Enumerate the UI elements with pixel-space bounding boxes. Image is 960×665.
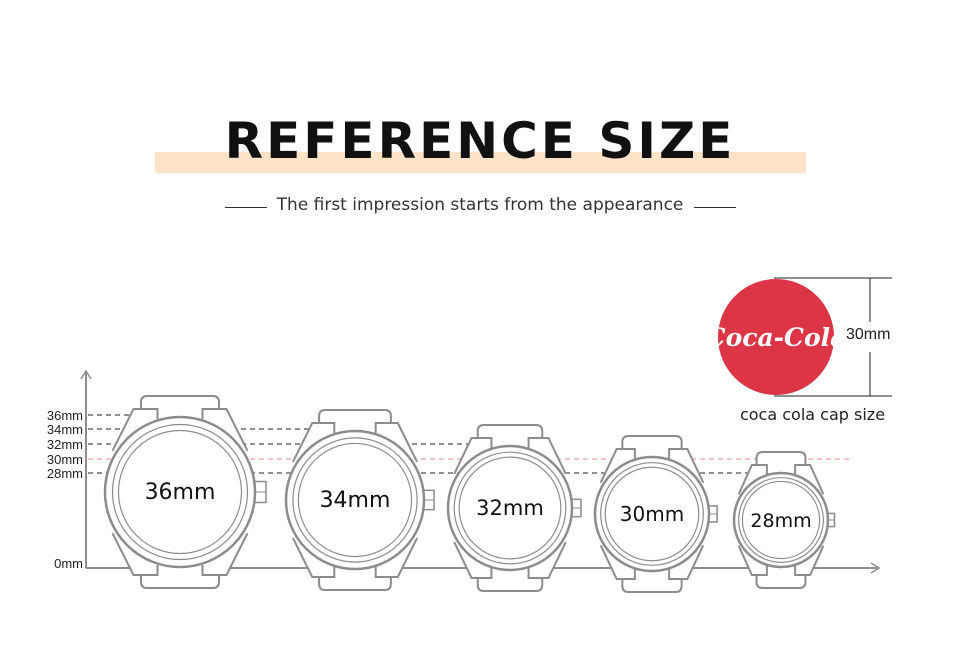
watch-lugs-top [453,437,567,475]
axis-tick-label: 34mm [47,422,83,437]
watch-dial [117,429,243,555]
watch-strap-top [140,395,220,422]
title-highlight-band [155,152,806,173]
axis-tick-label: 32mm [47,437,83,452]
x-axis-arrow-icon [870,562,881,574]
axis-tick-label: 0mm [54,556,83,571]
watch-lugs-bottom [599,544,705,580]
watch-30mm: 30mm [593,435,718,593]
watch-lugs-bottom [453,541,567,579]
cap-size-label: 30mm [846,326,891,343]
page-title: REFERENCE SIZE [224,112,736,170]
watch-size-label: 30mm [620,502,684,526]
watch-bezel [600,462,704,566]
coca-cola-logo: Coca-Cola [706,323,847,352]
watch-bezel [292,437,418,563]
watch-strap-bottom [621,566,683,593]
watch-dial [458,456,562,560]
watch-dial [297,442,413,558]
watch-lugs-bottom [111,532,249,576]
watch-lugs-top [292,422,418,463]
watch-strap-bottom [318,564,392,591]
coca-cola-cap [718,279,834,395]
watch-strap-top [318,409,392,436]
watch-strap-bottom [476,565,544,592]
axis-tick-label: 30mm [47,452,83,467]
watch-strap-top [476,424,544,451]
page-subtitle: The first impression starts from the app… [276,195,684,215]
watch-34mm: 34mm [284,409,435,591]
watch-case [446,444,574,572]
watch-strap-bottom [140,562,220,589]
watch-case [593,455,711,573]
axis-tick-label: 36mm [47,408,83,423]
watch-lugs-top [599,448,705,484]
watch-28mm: 28mm [732,451,836,589]
watch-size-label: 36mm [145,480,216,505]
watch-case [732,471,830,569]
watch-lugs-top [737,464,825,495]
axis-tick-label: 28mm [47,466,83,481]
watch-strap-top [755,451,807,478]
y-axis-arrow-icon [80,369,92,380]
watch-36mm: 36mm [103,395,267,589]
watch-bezel [738,477,824,563]
watch-strap-bottom [755,562,807,589]
watch-32mm: 32mm [446,424,582,592]
subtitle-divider-right [694,207,736,208]
watch-lugs-bottom [292,537,418,578]
watch-strap-top [621,435,683,462]
subtitle-divider-left [225,207,267,208]
watch-size-label: 34mm [320,488,391,513]
watch-case [103,415,257,569]
watch-size-label: 32mm [476,496,544,520]
watch-case [284,429,426,571]
watch-bezel [453,451,567,565]
cap-caption: coca cola cap size [739,405,886,424]
watch-lugs-bottom [737,545,825,576]
watch-dial [604,466,700,562]
watch-bezel [111,423,249,561]
watch-size-label: 28mm [750,510,811,532]
watch-lugs-top [111,408,249,452]
watch-dial [741,480,821,560]
